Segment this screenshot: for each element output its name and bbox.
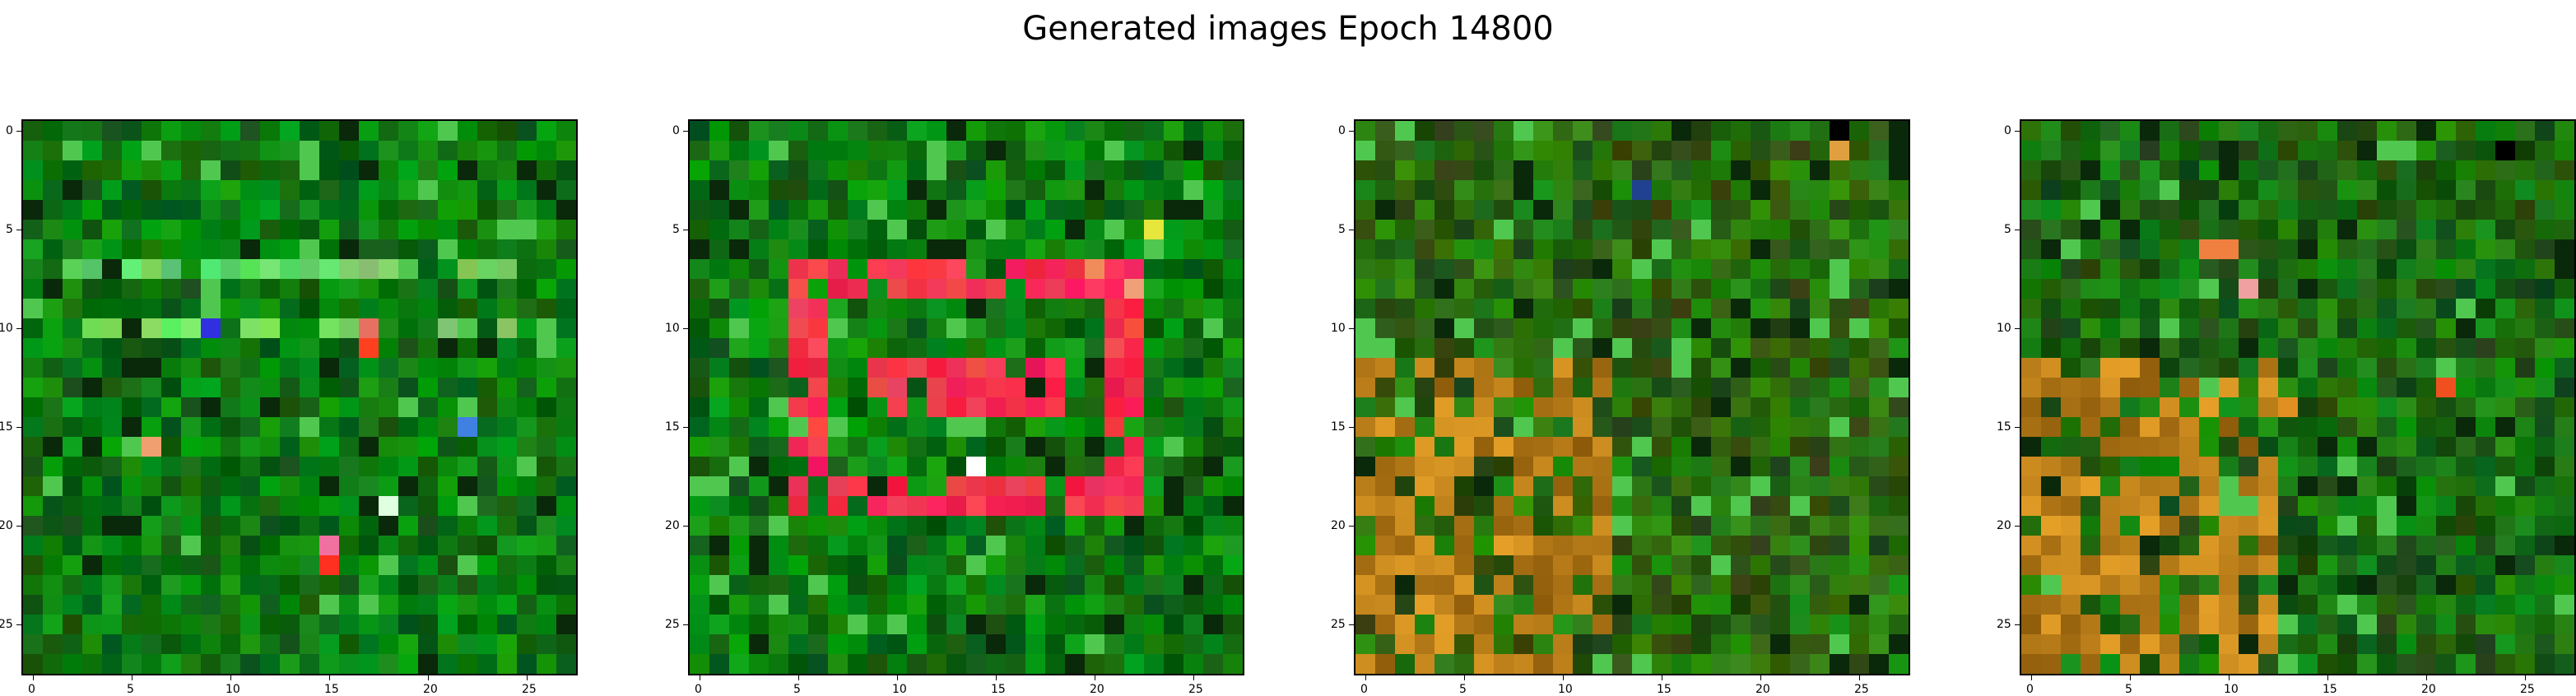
generated-image-panel-3	[1354, 119, 1910, 675]
y-tick-label: 5	[1338, 223, 1346, 236]
y-tick-label: 15	[1331, 420, 1346, 434]
y-tick-mark	[1349, 427, 1354, 428]
y-tick-label: 15	[1997, 420, 2011, 434]
generated-image-panel-4	[2020, 119, 2576, 675]
y-tick-label: 10	[665, 322, 680, 335]
generated-image-panel-1	[21, 119, 578, 675]
x-tick-label: 25	[2520, 683, 2535, 696]
x-tick-mark	[2229, 675, 2230, 680]
y-tick-label: 15	[0, 420, 13, 434]
y-tick-mark	[16, 624, 21, 625]
y-tick-label: 25	[1331, 618, 1346, 631]
y-tick-mark	[2015, 427, 2020, 428]
x-tick-mark	[2525, 675, 2526, 680]
x-tick-mark	[1859, 675, 1860, 680]
x-tick-mark	[329, 675, 330, 680]
y-tick-label: 0	[6, 124, 13, 137]
x-tick-mark	[798, 675, 799, 680]
y-tick-label: 25	[665, 618, 680, 631]
x-tick-mark	[132, 675, 133, 680]
generated-image-4	[2021, 121, 2574, 674]
y-tick-mark	[1349, 624, 1354, 625]
x-tick-mark	[2031, 675, 2032, 680]
y-tick-label: 20	[0, 519, 13, 532]
x-tick-mark	[1563, 675, 1564, 680]
y-tick-mark	[16, 131, 21, 132]
y-tick-mark	[2015, 328, 2020, 329]
x-tick-label: 20	[1755, 683, 1770, 696]
x-tick-label: 20	[2421, 683, 2436, 696]
y-tick-label: 10	[0, 322, 13, 335]
y-tick-mark	[16, 328, 21, 329]
x-tick-label: 5	[793, 683, 801, 696]
x-tick-label: 0	[1360, 683, 1368, 696]
x-tick-mark	[1365, 675, 1366, 680]
x-tick-mark	[230, 675, 231, 680]
x-tick-mark	[33, 675, 34, 680]
y-tick-label: 25	[1997, 618, 2011, 631]
x-tick-mark	[2130, 675, 2131, 680]
generated-image-3	[1355, 121, 1909, 674]
generated-image-1	[23, 121, 576, 674]
y-tick-mark	[2015, 526, 2020, 527]
y-tick-label: 10	[1997, 322, 2011, 335]
x-tick-mark	[996, 675, 997, 680]
x-tick-label: 25	[1188, 683, 1203, 696]
y-tick-label: 0	[2004, 124, 2011, 137]
y-tick-label: 15	[665, 420, 680, 434]
x-tick-label: 15	[324, 683, 339, 696]
figure-title: Generated images Epoch 14800	[1022, 10, 1554, 48]
x-tick-label: 25	[522, 683, 537, 696]
y-tick-mark	[683, 131, 688, 132]
y-tick-mark	[2015, 624, 2020, 625]
x-tick-mark	[2426, 675, 2427, 680]
y-tick-label: 25	[0, 618, 13, 631]
x-tick-mark	[428, 675, 429, 680]
x-tick-label: 0	[28, 683, 35, 696]
x-tick-mark	[527, 675, 528, 680]
y-tick-mark	[1349, 328, 1354, 329]
y-tick-label: 10	[1331, 322, 1346, 335]
y-tick-label: 20	[665, 519, 680, 532]
y-tick-label: 0	[672, 124, 680, 137]
y-tick-label: 5	[6, 223, 13, 236]
x-tick-mark	[2327, 675, 2328, 680]
y-tick-label: 20	[1331, 519, 1346, 532]
x-tick-mark	[1193, 675, 1194, 680]
x-tick-label: 15	[2323, 683, 2337, 696]
y-tick-mark	[1349, 526, 1354, 527]
x-tick-label: 0	[2026, 683, 2034, 696]
y-tick-mark	[683, 328, 688, 329]
y-tick-label: 5	[672, 223, 680, 236]
x-tick-label: 5	[1459, 683, 1467, 696]
x-tick-label: 10	[226, 683, 240, 696]
x-tick-mark	[897, 675, 898, 680]
y-tick-mark	[1349, 131, 1354, 132]
x-tick-label: 10	[1558, 683, 1573, 696]
y-tick-label: 0	[1338, 124, 1346, 137]
generated-image-panel-2	[688, 119, 1244, 675]
x-tick-label: 5	[2125, 683, 2132, 696]
y-tick-mark	[683, 526, 688, 527]
y-tick-mark	[16, 526, 21, 527]
y-tick-mark	[16, 427, 21, 428]
generated-image-2	[690, 121, 1243, 674]
x-tick-label: 0	[695, 683, 702, 696]
x-tick-label: 10	[2224, 683, 2239, 696]
y-tick-mark	[683, 427, 688, 428]
x-tick-mark	[1760, 675, 1761, 680]
x-tick-label: 15	[1657, 683, 1672, 696]
y-tick-mark	[2015, 131, 2020, 132]
y-tick-mark	[683, 624, 688, 625]
x-tick-label: 20	[423, 683, 438, 696]
x-tick-mark	[1464, 675, 1465, 680]
x-tick-label: 5	[127, 683, 134, 696]
x-tick-label: 10	[892, 683, 907, 696]
y-tick-label: 5	[2004, 223, 2011, 236]
y-tick-label: 20	[1997, 519, 2011, 532]
x-tick-label: 20	[1090, 683, 1104, 696]
x-tick-label: 25	[1854, 683, 1869, 696]
x-tick-label: 15	[991, 683, 1006, 696]
